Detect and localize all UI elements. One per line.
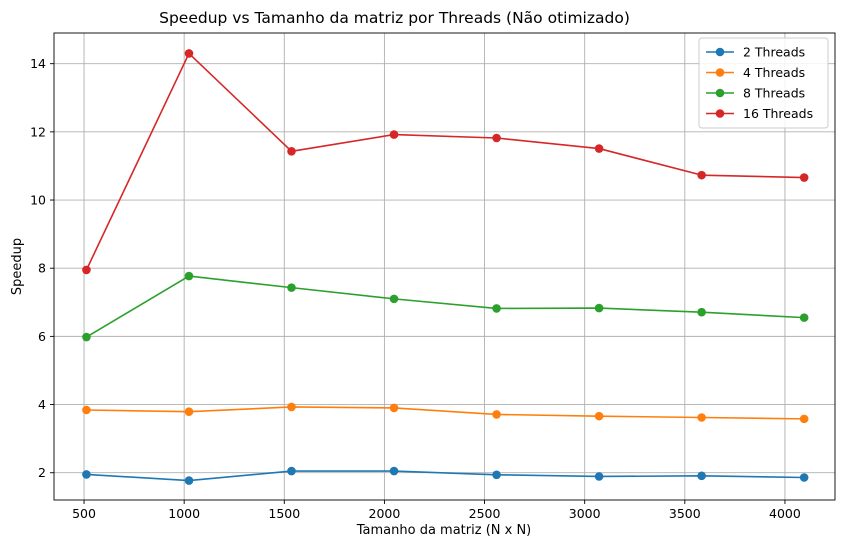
series-4-threads: [82, 402, 809, 424]
data-point: [492, 410, 501, 419]
data-point: [799, 414, 809, 424]
chart-title: Speedup vs Tamanho da matriz por Threads…: [159, 9, 630, 27]
x-tick-label: 4000: [769, 506, 801, 521]
y-axis-ticks: 2 4 6 8 10 12 14: [30, 56, 54, 480]
x-tick-label: 2000: [369, 506, 401, 521]
data-point: [594, 411, 604, 421]
data-point: [492, 304, 501, 313]
legend-item: 2 Threads: [706, 45, 805, 60]
data-point: [389, 294, 399, 304]
series-line: [86, 275, 805, 338]
series-8-threads: [82, 271, 809, 342]
data-point: [697, 471, 706, 481]
data-point: [799, 313, 809, 322]
data-point: [184, 407, 194, 417]
x-tick-label: 500: [72, 506, 96, 521]
series-line: [85, 52, 805, 271]
y-axis-label: Speedup: [10, 238, 25, 295]
series-2-threads: [82, 466, 809, 485]
data-point: [594, 144, 604, 153]
data-point: [389, 403, 399, 413]
legend-item: 4 Threads: [706, 65, 805, 80]
data-point: [82, 332, 91, 342]
data-point: [492, 470, 501, 480]
legend-swatch-marker: [715, 88, 725, 98]
legend-label: 2 Threads: [743, 45, 805, 60]
legend-swatch-marker: [715, 47, 725, 57]
data-point: [82, 405, 91, 415]
legend-swatch-marker: [715, 68, 725, 77]
y-tick-label: 14: [30, 56, 46, 71]
y-tick-label: 8: [38, 261, 46, 276]
legend-swatch-marker: [715, 109, 725, 118]
data-point: [799, 473, 809, 482]
legend: 2 Threads 4 Threads 8 Threads 16 Threads: [698, 37, 829, 129]
legend-box: [698, 37, 829, 129]
legend-label: 8 Threads: [743, 86, 805, 101]
series-line: [86, 406, 805, 420]
data-point: [697, 413, 706, 422]
data-point: [82, 265, 91, 275]
grid: [54, 33, 835, 500]
data-point: [184, 476, 194, 485]
data-point: [492, 133, 501, 143]
x-axis-ticks: 500 1000 1500 2000 2500 3000 3500 4000: [72, 500, 801, 521]
series-line: [86, 470, 805, 482]
y-tick-label: 6: [38, 329, 46, 344]
data-point: [82, 470, 91, 479]
y-tick-label: 12: [30, 124, 46, 139]
data-point: [287, 283, 296, 292]
data-point: [184, 49, 194, 58]
data-point: [594, 303, 604, 313]
data-point: [594, 472, 604, 481]
legend-label: 16 Threads: [743, 106, 813, 121]
series-16-threads: [82, 49, 809, 275]
legend-item: 8 Threads: [706, 86, 805, 101]
x-tick-label: 3500: [669, 506, 701, 521]
x-tick-label: 2500: [469, 506, 501, 521]
series-layer: [82, 49, 809, 485]
data-point: [389, 466, 399, 476]
y-tick-label: 2: [38, 465, 46, 480]
data-point: [389, 130, 399, 139]
x-axis-label: Tamanho da matriz (N x N): [356, 523, 532, 538]
data-point: [697, 307, 706, 317]
data-point: [287, 466, 296, 476]
data-point: [287, 402, 296, 412]
data-point: [184, 271, 194, 281]
y-tick-label: 10: [30, 193, 46, 208]
x-tick-label: 3000: [569, 506, 601, 521]
legend-item: 16 Threads: [706, 106, 813, 121]
data-point: [697, 170, 706, 180]
x-tick-label: 1500: [268, 506, 300, 521]
x-tick-label: 1000: [168, 506, 200, 521]
data-point: [799, 173, 809, 182]
plot-frame: [53, 32, 836, 501]
y-tick-label: 4: [38, 397, 46, 412]
data-point: [287, 146, 296, 156]
legend-label: 4 Threads: [743, 65, 805, 80]
